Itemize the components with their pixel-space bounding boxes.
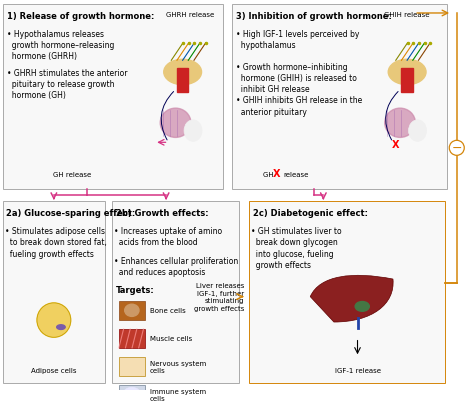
FancyBboxPatch shape: [119, 385, 145, 401]
Text: GHRH release: GHRH release: [166, 12, 214, 18]
Ellipse shape: [37, 303, 71, 337]
FancyBboxPatch shape: [249, 201, 445, 383]
Text: • Stimulates adipose cells
  to break down stored fat,
  fueling growth effects: • Stimulates adipose cells to break down…: [5, 227, 107, 258]
Text: Liver releases
IGF-1, further
stimulating
growth effects: Liver releases IGF-1, further stimulatin…: [194, 283, 244, 311]
Ellipse shape: [57, 325, 65, 330]
Ellipse shape: [409, 121, 427, 142]
Text: 1) Release of growth hormone:: 1) Release of growth hormone:: [7, 12, 154, 20]
Text: GH release: GH release: [53, 172, 91, 178]
Text: release: release: [283, 172, 309, 178]
Text: • GHIH inhibits GH release in the
  anterior pituitary: • GHIH inhibits GH release in the anteri…: [236, 96, 362, 116]
FancyBboxPatch shape: [401, 69, 413, 92]
FancyBboxPatch shape: [119, 329, 145, 348]
Text: GH: GH: [263, 172, 276, 178]
Text: Targets:: Targets:: [116, 285, 155, 294]
PathPatch shape: [310, 275, 393, 322]
Ellipse shape: [355, 302, 369, 312]
Text: Nervous system
cells: Nervous system cells: [150, 360, 206, 373]
Text: 3) Inhibition of growth hormone:: 3) Inhibition of growth hormone:: [236, 12, 392, 20]
FancyBboxPatch shape: [3, 4, 223, 190]
Text: 2b) Growth effects:: 2b) Growth effects:: [116, 209, 208, 217]
FancyBboxPatch shape: [3, 201, 105, 383]
FancyBboxPatch shape: [119, 357, 145, 376]
FancyBboxPatch shape: [177, 69, 188, 92]
Text: • Enhances cellular proliferation
  and reduces apoptosis: • Enhances cellular proliferation and re…: [114, 256, 238, 276]
Text: • GHRH stimulates the anterior
  pituitary to release growth
  hormone (GH): • GHRH stimulates the anterior pituitary…: [7, 69, 128, 100]
Text: Adipose cells: Adipose cells: [31, 367, 77, 373]
Text: X: X: [392, 140, 399, 150]
Text: • GH stimulates liver to
  break down glycogen
  into glucose, fueling
  growth : • GH stimulates liver to break down glyc…: [251, 227, 342, 269]
FancyBboxPatch shape: [112, 201, 239, 383]
Text: Bone cells: Bone cells: [150, 308, 185, 314]
Text: Muscle cells: Muscle cells: [150, 336, 192, 342]
Text: 2a) Glucose-sparing effect:: 2a) Glucose-sparing effect:: [6, 209, 135, 217]
Text: • Hypothalamus releases
  growth hormone–releasing
  hormone (GHRH): • Hypothalamus releases growth hormone–r…: [7, 30, 114, 61]
Ellipse shape: [164, 60, 201, 85]
Text: −: −: [452, 142, 462, 155]
Ellipse shape: [125, 304, 139, 317]
Text: GHIH release: GHIH release: [383, 12, 429, 18]
Text: X: X: [273, 169, 280, 179]
Text: Immune system
cells: Immune system cells: [150, 388, 206, 401]
Text: IGF-1 release: IGF-1 release: [335, 367, 381, 373]
Ellipse shape: [184, 121, 202, 142]
Ellipse shape: [123, 387, 141, 401]
Ellipse shape: [385, 109, 415, 138]
Text: • Growth hormone–inhibiting
  hormone (GHIH) is released to
  inhibit GH release: • Growth hormone–inhibiting hormone (GHI…: [236, 63, 357, 94]
Text: 2c) Diabetogenic effect:: 2c) Diabetogenic effect:: [253, 209, 368, 217]
Text: • High IGF-1 levels perceived by
  hypothalamus: • High IGF-1 levels perceived by hypotha…: [236, 30, 359, 50]
Ellipse shape: [160, 109, 191, 138]
FancyBboxPatch shape: [232, 4, 447, 190]
Ellipse shape: [388, 60, 426, 85]
Text: • Increases uptake of amino
  acids from the blood: • Increases uptake of amino acids from t…: [114, 227, 222, 247]
FancyBboxPatch shape: [119, 301, 145, 320]
